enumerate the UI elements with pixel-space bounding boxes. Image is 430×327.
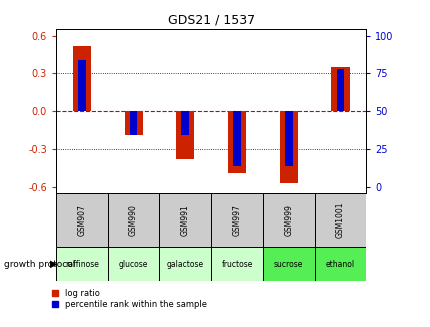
Bar — [211, 247, 262, 281]
Text: sucrose: sucrose — [273, 260, 303, 268]
Text: growth protocol: growth protocol — [4, 260, 76, 268]
Text: ethanol: ethanol — [325, 260, 354, 268]
Bar — [108, 247, 159, 281]
Text: glucose: glucose — [119, 260, 148, 268]
Text: GSM999: GSM999 — [284, 204, 292, 236]
Legend: log ratio, percentile rank within the sample: log ratio, percentile rank within the sa… — [52, 289, 206, 309]
Bar — [284, 111, 292, 165]
Bar — [262, 247, 314, 281]
Bar — [73, 46, 91, 111]
Title: GDS21 / 1537: GDS21 / 1537 — [167, 14, 254, 27]
Bar — [314, 193, 366, 247]
Text: GSM990: GSM990 — [129, 204, 138, 236]
Bar — [262, 193, 314, 247]
Text: raffinose: raffinose — [65, 260, 98, 268]
Text: GSM1001: GSM1001 — [335, 202, 344, 238]
Bar — [331, 67, 349, 111]
Bar — [129, 111, 137, 135]
Bar — [56, 193, 108, 247]
Text: ▶: ▶ — [49, 259, 57, 269]
Bar — [279, 111, 297, 183]
Text: GSM991: GSM991 — [181, 204, 189, 236]
Bar — [159, 193, 211, 247]
Bar — [314, 247, 366, 281]
Text: galactose: galactose — [166, 260, 203, 268]
Text: fructose: fructose — [221, 260, 252, 268]
Bar — [233, 111, 240, 165]
Bar — [108, 193, 159, 247]
Text: GSM907: GSM907 — [77, 204, 86, 236]
Bar — [159, 247, 211, 281]
Bar — [56, 247, 108, 281]
Bar — [227, 111, 246, 173]
Bar — [176, 111, 194, 159]
Bar — [211, 193, 262, 247]
Bar — [181, 111, 189, 135]
Bar — [336, 69, 344, 111]
Text: GSM997: GSM997 — [232, 204, 241, 236]
Bar — [78, 60, 86, 111]
Bar — [124, 111, 142, 135]
